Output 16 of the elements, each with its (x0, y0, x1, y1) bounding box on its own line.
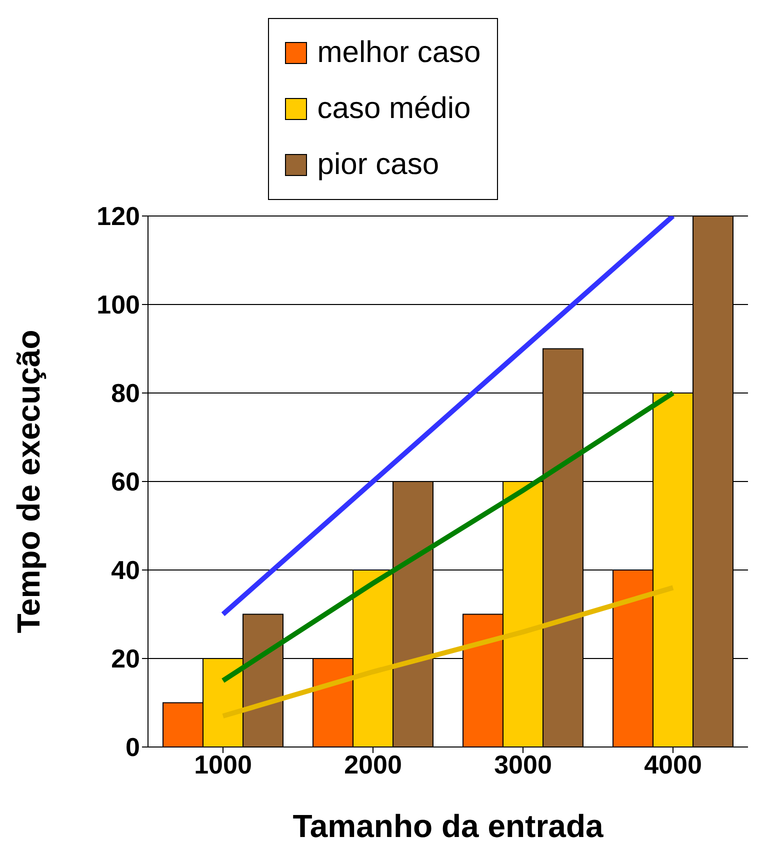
x-tick-label: 1000 (194, 749, 252, 780)
x-axis-title: Tamanho da entrada (292, 808, 604, 844)
legend-label: melhor caso (317, 36, 481, 70)
y-tick-label: 120 (96, 201, 140, 232)
y-tick-label: 60 (111, 466, 140, 497)
x-tick-label: 4000 (644, 749, 702, 780)
x-tick-label: 2000 (344, 749, 402, 780)
y-tick-label: 0 (126, 732, 140, 762)
y-tick-label: 80 (111, 378, 140, 408)
y-tick-label: 20 (111, 644, 140, 674)
legend-label: pior caso (317, 148, 440, 182)
legend-label: caso médio (317, 92, 471, 126)
y-tick-label: 100 (96, 290, 140, 320)
y-axis-title: Tempo de execução (10, 330, 46, 634)
y-tick-label: 40 (111, 555, 140, 586)
x-tick-label: 3000 (494, 749, 552, 780)
